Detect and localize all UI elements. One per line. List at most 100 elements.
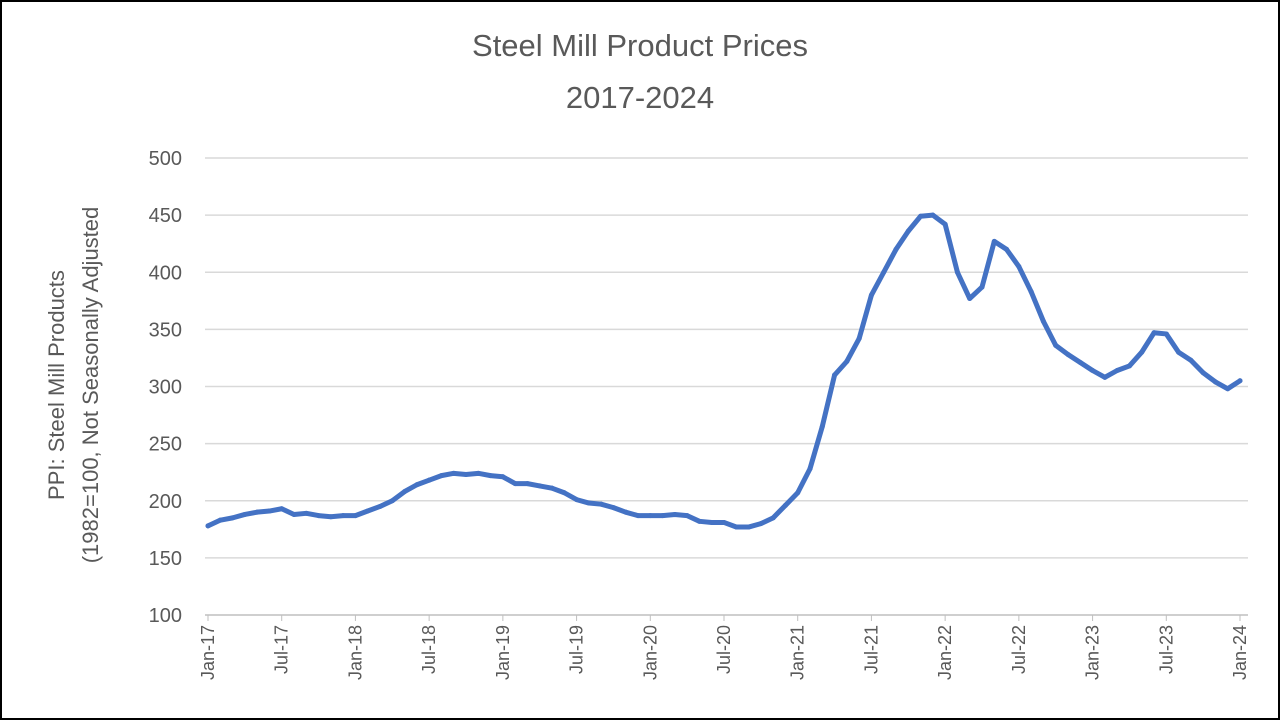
data-point [660, 513, 666, 519]
data-point [868, 292, 874, 298]
y-tick-label: 400 [149, 262, 182, 284]
y-tick-label: 250 [149, 434, 182, 456]
data-point [881, 269, 887, 275]
data-points [205, 212, 1243, 530]
data-point [746, 524, 752, 530]
data-point [1163, 331, 1169, 337]
data-point [291, 511, 297, 517]
y-axis-ticks: 100 150 200 250 300 350 400 450 500 [149, 148, 182, 627]
x-tick-label: Jul-21 [861, 625, 881, 674]
data-point [942, 221, 948, 227]
x-tick-label: Jan-24 [1230, 625, 1250, 680]
data-point [1151, 330, 1157, 336]
data-point [352, 513, 358, 519]
data-point [1126, 363, 1132, 369]
data-point [1212, 379, 1218, 385]
data-point [733, 524, 739, 530]
data-point [979, 284, 985, 290]
data-point [623, 509, 629, 515]
data-point [475, 470, 481, 476]
data-point [365, 508, 371, 514]
data-point [1040, 318, 1046, 324]
chart-title: Steel Mill Product Prices [472, 28, 808, 63]
data-point [1139, 349, 1145, 355]
data-point [954, 269, 960, 275]
data-point [426, 477, 432, 483]
x-tick-label: Jan-18 [345, 625, 365, 680]
data-point [709, 519, 715, 525]
data-point [561, 490, 567, 496]
data-point [991, 238, 997, 244]
x-tick-label: Jul-19 [567, 625, 587, 674]
data-point [549, 485, 555, 491]
data-point [770, 515, 776, 521]
data-point [279, 506, 285, 512]
data-point [574, 497, 580, 503]
data-point [647, 513, 653, 519]
data-point [918, 213, 924, 219]
data-point [512, 481, 518, 487]
y-tick-label: 100 [149, 605, 182, 627]
data-point [316, 513, 322, 519]
data-point [328, 514, 334, 520]
data-point [1028, 289, 1034, 295]
y-axis-label-line1: PPI: Steel Mill Products [44, 270, 69, 500]
data-point [610, 505, 616, 511]
data-point [721, 519, 727, 525]
data-point [340, 513, 346, 519]
data-point [389, 498, 395, 504]
y-tick-label: 350 [149, 319, 182, 341]
data-point [1200, 370, 1206, 376]
data-point [930, 212, 936, 218]
x-tick-label: Jan-19 [493, 625, 513, 680]
gridlines [205, 157, 1248, 616]
y-axis-label-line2: (1982=100, Not Seasonally Adjusted [78, 207, 103, 564]
data-point [217, 517, 223, 523]
data-point [205, 523, 211, 529]
data-point [832, 372, 838, 378]
data-point [500, 474, 506, 480]
data-point [1114, 368, 1120, 374]
data-point [758, 521, 764, 527]
data-point [844, 358, 850, 364]
y-tick-label: 450 [149, 205, 182, 227]
data-point [819, 423, 825, 429]
data-point [254, 509, 260, 515]
data-point [1176, 349, 1182, 355]
x-tick-label: Jan-22 [935, 625, 955, 680]
y-tick-label: 150 [149, 548, 182, 570]
data-point [463, 471, 469, 477]
data-point [1188, 357, 1194, 363]
data-point [893, 246, 899, 252]
x-axis-ticks: Jan-17 Jul-17 Jan-18 Jul-18 Jan-19 Jul-19 Jan-… [198, 615, 1250, 680]
y-tick-label: 500 [149, 148, 182, 170]
data-point [242, 511, 248, 517]
data-point [414, 482, 420, 488]
data-point [1077, 360, 1083, 366]
data-point [967, 296, 973, 302]
data-point [1102, 374, 1108, 380]
data-point [451, 470, 457, 476]
x-tick-label: Jul-17 [272, 625, 292, 674]
data-point [1004, 246, 1010, 252]
data-point [905, 228, 911, 234]
data-point [524, 481, 530, 487]
x-tick-label: Jul-18 [419, 625, 439, 674]
x-tick-label: Jan-20 [640, 625, 660, 680]
data-point [230, 515, 236, 521]
data-point [672, 511, 678, 517]
data-point [782, 502, 788, 508]
y-tick-label: 300 [149, 377, 182, 399]
data-point [696, 518, 702, 524]
data-point [402, 489, 408, 495]
x-tick-label: Jan-17 [198, 625, 218, 680]
y-tick-label: 200 [149, 491, 182, 513]
x-tick-label: Jul-20 [714, 625, 734, 674]
data-point [684, 513, 690, 519]
x-tick-label: Jul-23 [1156, 625, 1176, 674]
data-point [856, 336, 862, 342]
data-point [1053, 342, 1059, 348]
data-point [795, 490, 801, 496]
